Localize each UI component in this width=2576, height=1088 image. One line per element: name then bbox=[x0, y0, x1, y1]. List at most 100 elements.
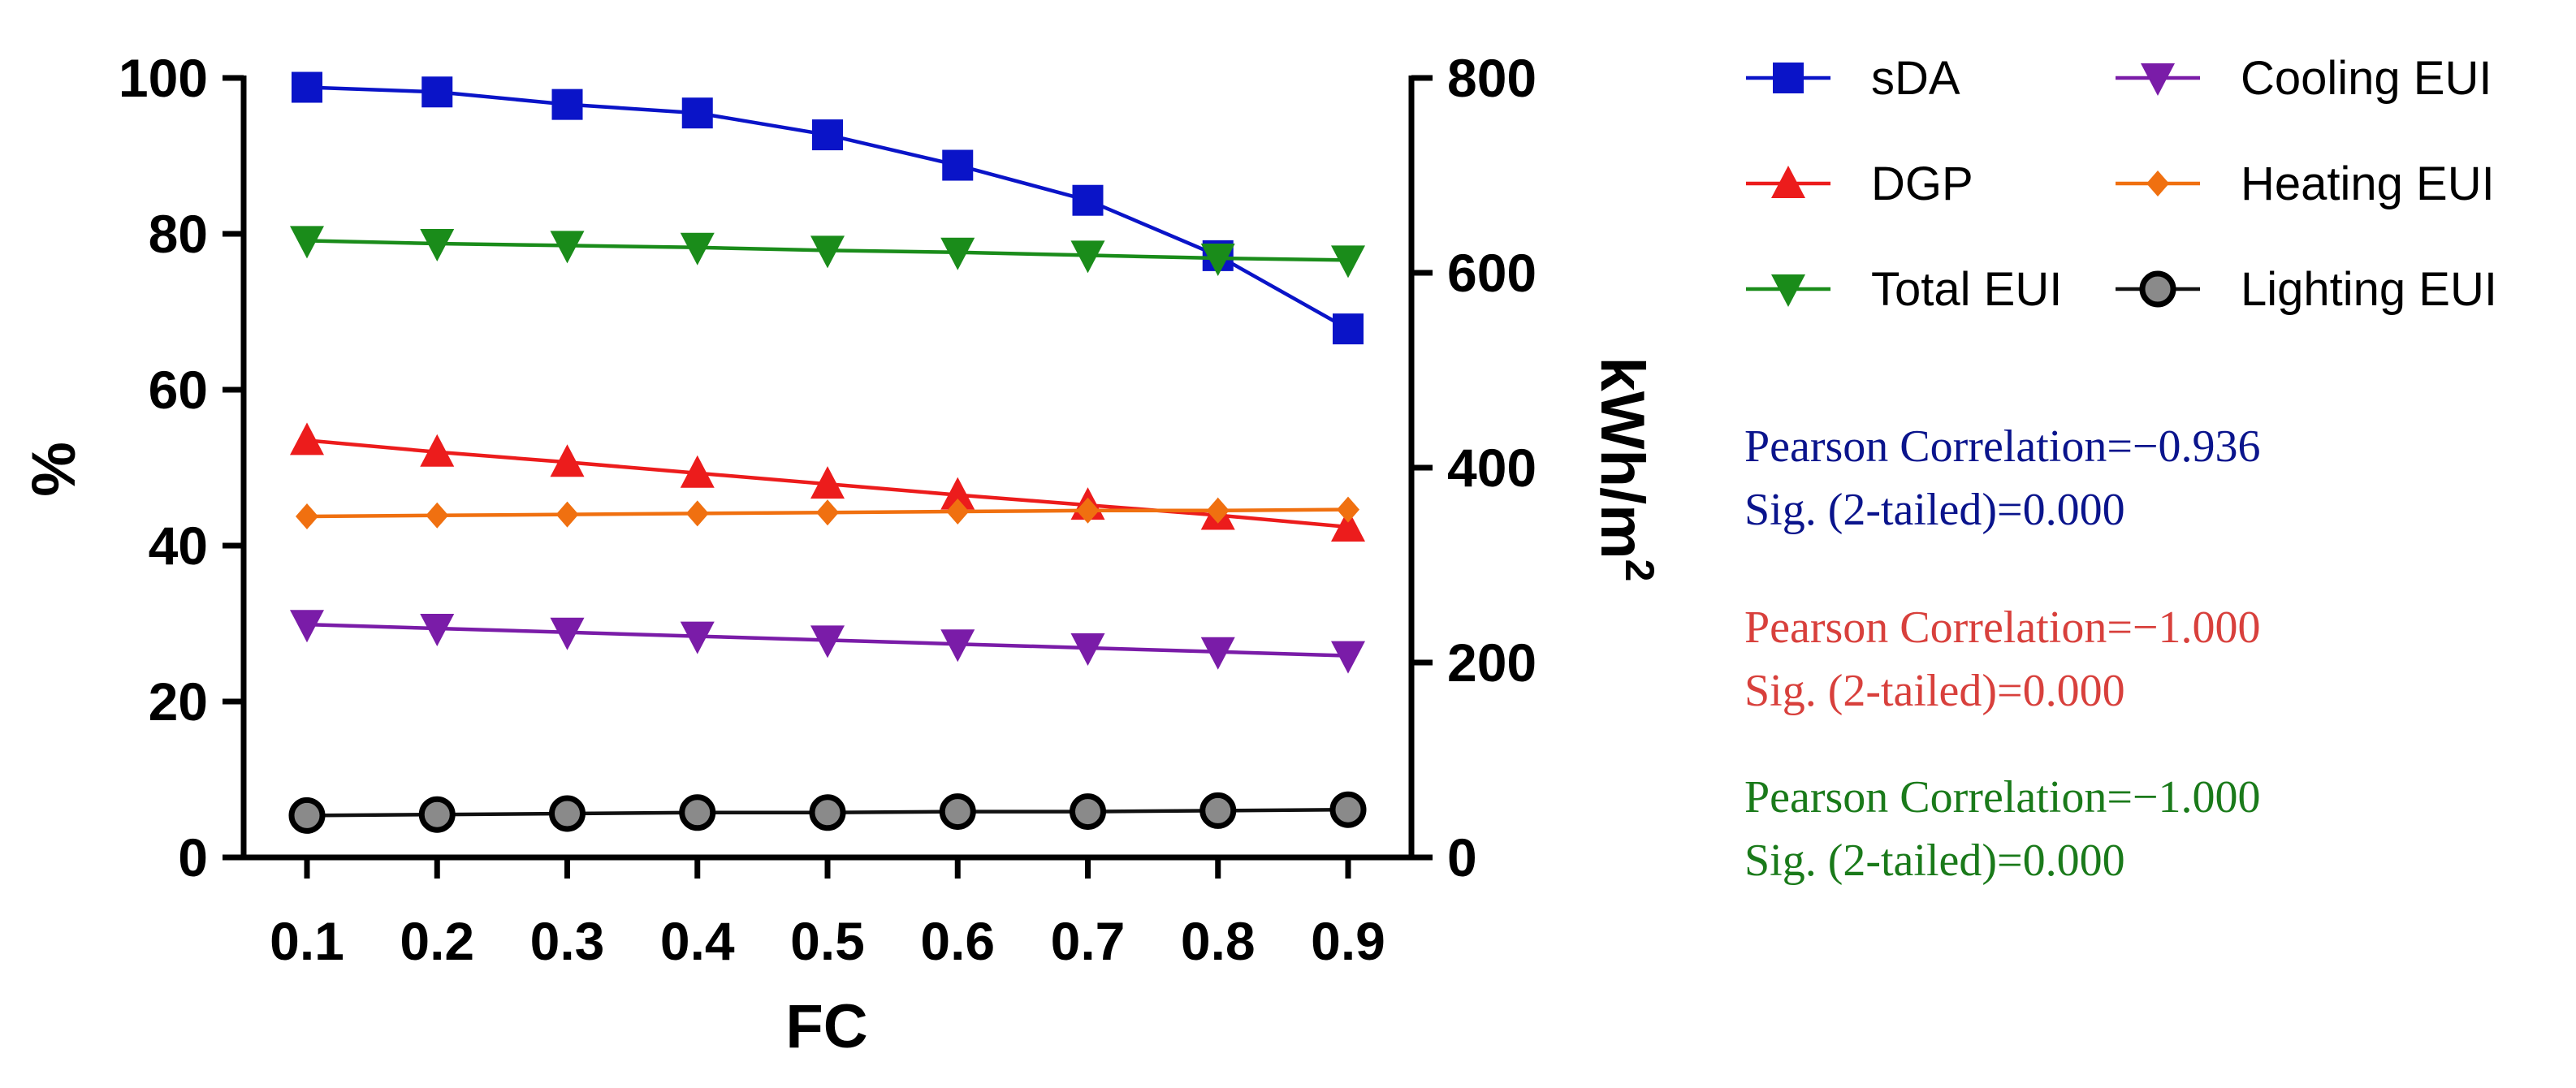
data-point-sda bbox=[942, 149, 974, 181]
data-point-cooling-eui bbox=[680, 621, 715, 654]
data-point-total-eui bbox=[940, 237, 975, 270]
left-y-tick-label: 60 bbox=[149, 360, 208, 420]
significance-text: Sig. (2-tailed)=0.000 bbox=[1744, 485, 2125, 535]
data-point-total-eui bbox=[810, 235, 845, 269]
legend-label: Total EUI bbox=[1871, 263, 2062, 316]
left-y-tick-label: 20 bbox=[149, 671, 208, 732]
legend-label: Heating EUI bbox=[2241, 158, 2495, 210]
data-point-total-eui bbox=[1200, 244, 1235, 276]
legend-swatch-marker bbox=[2146, 171, 2169, 196]
legend-swatch-marker bbox=[2141, 63, 2175, 96]
correlation-block: Pearson Correlation=−1.000 Sig. (2-tailed… bbox=[1744, 602, 2261, 716]
correlation-block: Pearson Correlation=−0.936 Sig. (2-tailed… bbox=[1744, 421, 2261, 535]
legend-item-dgp: DGP bbox=[1746, 158, 1973, 210]
data-point-lighting-eui bbox=[679, 794, 716, 831]
legend-label: Cooling EUI bbox=[2241, 52, 2492, 105]
data-point-lighting-eui bbox=[1199, 792, 1237, 829]
data-point-heating-eui bbox=[685, 500, 709, 527]
legend-swatch-marker bbox=[1771, 274, 1805, 307]
data-point-cooling-eui bbox=[1070, 633, 1105, 666]
data-point-cooling-eui bbox=[810, 625, 845, 658]
data-point-heating-eui bbox=[1076, 497, 1100, 524]
data-point-lighting-eui bbox=[549, 795, 586, 832]
data-point-heating-eui bbox=[555, 501, 579, 528]
x-tick-label: 0.1 bbox=[270, 911, 344, 971]
x-tick-label: 0.2 bbox=[400, 911, 474, 971]
data-point-dgp bbox=[810, 466, 845, 499]
data-point-sda bbox=[1333, 313, 1364, 345]
data-point-cooling-eui bbox=[1331, 641, 1365, 674]
data-point-sda bbox=[292, 71, 322, 103]
series-heating-eui bbox=[296, 496, 1359, 529]
legend: sDA DGP Total EUI Cooling EUI Heating EUI Lig… bbox=[1746, 52, 2497, 316]
right-y-tick-label: 200 bbox=[1447, 633, 1537, 693]
data-point-sda bbox=[812, 119, 843, 151]
series-dgp bbox=[290, 422, 1365, 542]
data-point-lighting-eui bbox=[418, 796, 456, 833]
left-y-tick-label: 100 bbox=[119, 48, 208, 108]
pearson-correlation-text: Pearson Correlation=−1.000 bbox=[1744, 602, 2261, 653]
data-point-dgp bbox=[290, 422, 324, 455]
legend-item-total-eui: Total EUI bbox=[1746, 263, 2062, 316]
data-point-heating-eui bbox=[1337, 496, 1359, 523]
plot-area: 0 20 40 60 80 100 0 200 400 600 800 0.1 0.2 0.3 0.4 0.5… bbox=[19, 48, 1662, 1061]
right-y-tick-label: 800 bbox=[1447, 48, 1537, 108]
x-tick-label: 0.3 bbox=[530, 911, 605, 971]
legend-item-cooling-eui: Cooling EUI bbox=[2116, 52, 2492, 105]
data-point-lighting-eui bbox=[1329, 791, 1367, 828]
legend-item-lighting-eui: Lighting EUI bbox=[2116, 263, 2497, 316]
right-y-axis-title-exponent: 2 bbox=[1617, 559, 1662, 582]
data-point-dgp bbox=[420, 434, 455, 467]
significance-text: Sig. (2-tailed)=0.000 bbox=[1744, 835, 2125, 886]
pearson-correlation-text: Pearson Correlation=−0.936 bbox=[1744, 421, 2261, 472]
right-y-tick-label: 400 bbox=[1447, 438, 1537, 498]
legend-item-heating-eui: Heating EUI bbox=[2116, 158, 2495, 210]
data-point-heating-eui bbox=[296, 503, 318, 529]
legend-swatch-marker bbox=[1771, 166, 1805, 198]
series-lighting-eui bbox=[288, 791, 1367, 834]
data-point-sda bbox=[551, 89, 583, 120]
data-point-sda bbox=[421, 76, 453, 108]
data-point-total-eui bbox=[680, 232, 715, 266]
data-point-heating-eui bbox=[1206, 497, 1230, 524]
legend-swatch-marker bbox=[1773, 63, 1804, 93]
left-y-axis-title: % bbox=[19, 442, 89, 497]
data-point-dgp bbox=[550, 444, 585, 477]
data-point-cooling-eui bbox=[550, 617, 585, 650]
x-tick-label: 0.9 bbox=[1311, 911, 1385, 971]
data-point-cooling-eui bbox=[1200, 637, 1235, 670]
data-point-cooling-eui bbox=[290, 610, 324, 643]
data-point-dgp bbox=[1331, 508, 1365, 542]
x-tick-label: 0.7 bbox=[1051, 911, 1126, 971]
data-point-cooling-eui bbox=[940, 629, 975, 663]
legend-label: Lighting EUI bbox=[2241, 263, 2497, 316]
data-point-sda bbox=[681, 97, 713, 129]
correlation-annotations: Pearson Correlation=−0.936 Sig. (2-tailed… bbox=[1744, 421, 2261, 886]
data-point-dgp bbox=[940, 477, 975, 510]
data-point-heating-eui bbox=[946, 499, 970, 525]
data-point-total-eui bbox=[420, 229, 455, 261]
right-y-axis-title-base: kWh/m bbox=[1588, 357, 1657, 559]
legend-item-sda: sDA bbox=[1746, 52, 1960, 105]
series-total-eui bbox=[290, 226, 1365, 278]
data-point-total-eui bbox=[1331, 245, 1365, 278]
left-y-tick-label: 80 bbox=[149, 204, 208, 264]
right-y-axis-title: kWh/m2 bbox=[1588, 357, 1662, 582]
significance-text: Sig. (2-tailed)=0.000 bbox=[1744, 666, 2125, 716]
data-point-dgp bbox=[680, 455, 715, 488]
x-tick-label: 0.4 bbox=[660, 911, 735, 971]
data-point-total-eui bbox=[290, 226, 324, 259]
data-point-lighting-eui bbox=[939, 793, 976, 831]
legend-label: DGP bbox=[1871, 158, 1973, 210]
data-point-total-eui bbox=[550, 231, 585, 264]
right-y-tick-label: 0 bbox=[1447, 827, 1477, 887]
series-sda bbox=[292, 71, 1364, 345]
x-tick-label: 0.6 bbox=[920, 911, 995, 971]
data-point-total-eui bbox=[1070, 240, 1105, 274]
legend-swatch-marker bbox=[2139, 270, 2176, 308]
data-point-lighting-eui bbox=[1070, 793, 1106, 831]
right-y-tick-label: 600 bbox=[1447, 243, 1537, 303]
x-tick-label: 0.5 bbox=[790, 911, 865, 971]
data-point-sda bbox=[1072, 184, 1104, 216]
